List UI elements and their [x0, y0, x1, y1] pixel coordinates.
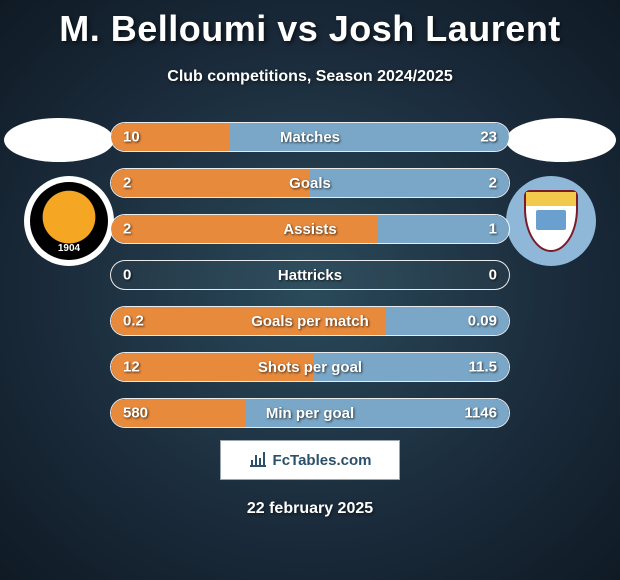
stat-label: Assists — [283, 221, 336, 238]
stat-value-right: 1146 — [464, 405, 497, 422]
club-badge-right — [506, 176, 596, 266]
stats-container: 10 23 Matches 2 2 Goals 2 1 Assists 0 0 Hattricks 0.… — [110, 122, 510, 444]
brand-text: FcTables.com — [273, 452, 372, 469]
stat-right-fill — [230, 123, 509, 151]
stat-row: 580 1146 Min per goal — [110, 398, 510, 428]
stat-label: Min per goal — [266, 405, 354, 422]
stat-right-fill — [310, 169, 509, 197]
stat-row: 12 11.5 Shots per goal — [110, 352, 510, 382]
stat-value-left: 580 — [123, 405, 148, 422]
stat-row: 2 1 Assists — [110, 214, 510, 244]
stat-value-right: 0.09 — [468, 313, 497, 330]
date-label: 22 february 2025 — [0, 500, 620, 518]
stat-value-left: 0.2 — [123, 313, 144, 330]
burnley-shield-icon — [524, 190, 578, 252]
player-photo-left — [4, 118, 114, 162]
hull-badge-icon: 1904 — [30, 182, 108, 260]
stat-label: Shots per goal — [258, 359, 362, 376]
brand-logo-icon — [249, 449, 267, 472]
stat-value-right: 11.5 — [469, 359, 497, 376]
stat-row: 0 0 Hattricks — [110, 260, 510, 290]
stat-row: 10 23 Matches — [110, 122, 510, 152]
stat-value-left: 2 — [123, 221, 131, 238]
stat-value-left: 2 — [123, 175, 131, 192]
stat-row: 0.2 0.09 Goals per match — [110, 306, 510, 336]
stat-label: Matches — [280, 129, 340, 146]
stat-value-right: 23 — [480, 129, 497, 146]
stat-label: Goals per match — [251, 313, 369, 330]
stat-value-left: 0 — [123, 267, 131, 284]
hull-badge-year: 1904 — [58, 243, 80, 254]
stat-value-left: 10 — [123, 129, 140, 146]
stat-row: 2 2 Goals — [110, 168, 510, 198]
club-badge-left: 1904 — [24, 176, 114, 266]
stat-label: Goals — [289, 175, 331, 192]
stat-value-left: 12 — [123, 359, 140, 376]
stat-left-fill — [111, 169, 310, 197]
page-title: M. Belloumi vs Josh Laurent — [0, 0, 620, 50]
stat-label: Hattricks — [278, 267, 342, 284]
brand-badge[interactable]: FcTables.com — [220, 440, 400, 480]
player-photo-right — [506, 118, 616, 162]
stat-left-fill — [111, 215, 378, 243]
stat-value-right: 2 — [489, 175, 497, 192]
stat-value-right: 1 — [489, 221, 497, 238]
stat-value-right: 0 — [489, 267, 497, 284]
subtitle: Club competitions, Season 2024/2025 — [0, 68, 620, 86]
